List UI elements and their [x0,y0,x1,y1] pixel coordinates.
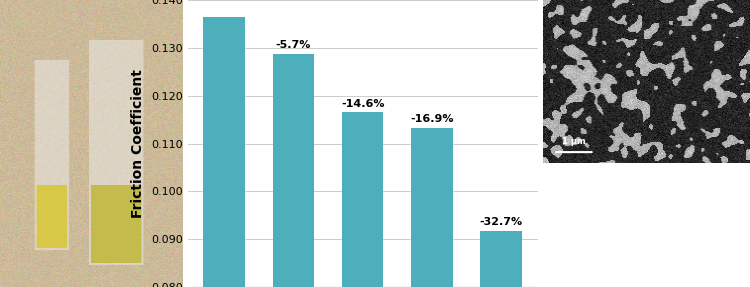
Text: -14.6%: -14.6% [341,98,385,108]
Bar [411,128,453,287]
Bar [203,17,245,287]
Bar [273,54,314,287]
Text: -5.7%: -5.7% [276,40,311,50]
Bar [342,113,383,287]
Bar [480,230,522,287]
Y-axis label: Friction Coefficient: Friction Coefficient [131,69,146,218]
Text: 1 μm: 1 μm [562,137,586,146]
Text: -32.7%: -32.7% [479,217,523,227]
Text: -16.9%: -16.9% [410,114,454,124]
